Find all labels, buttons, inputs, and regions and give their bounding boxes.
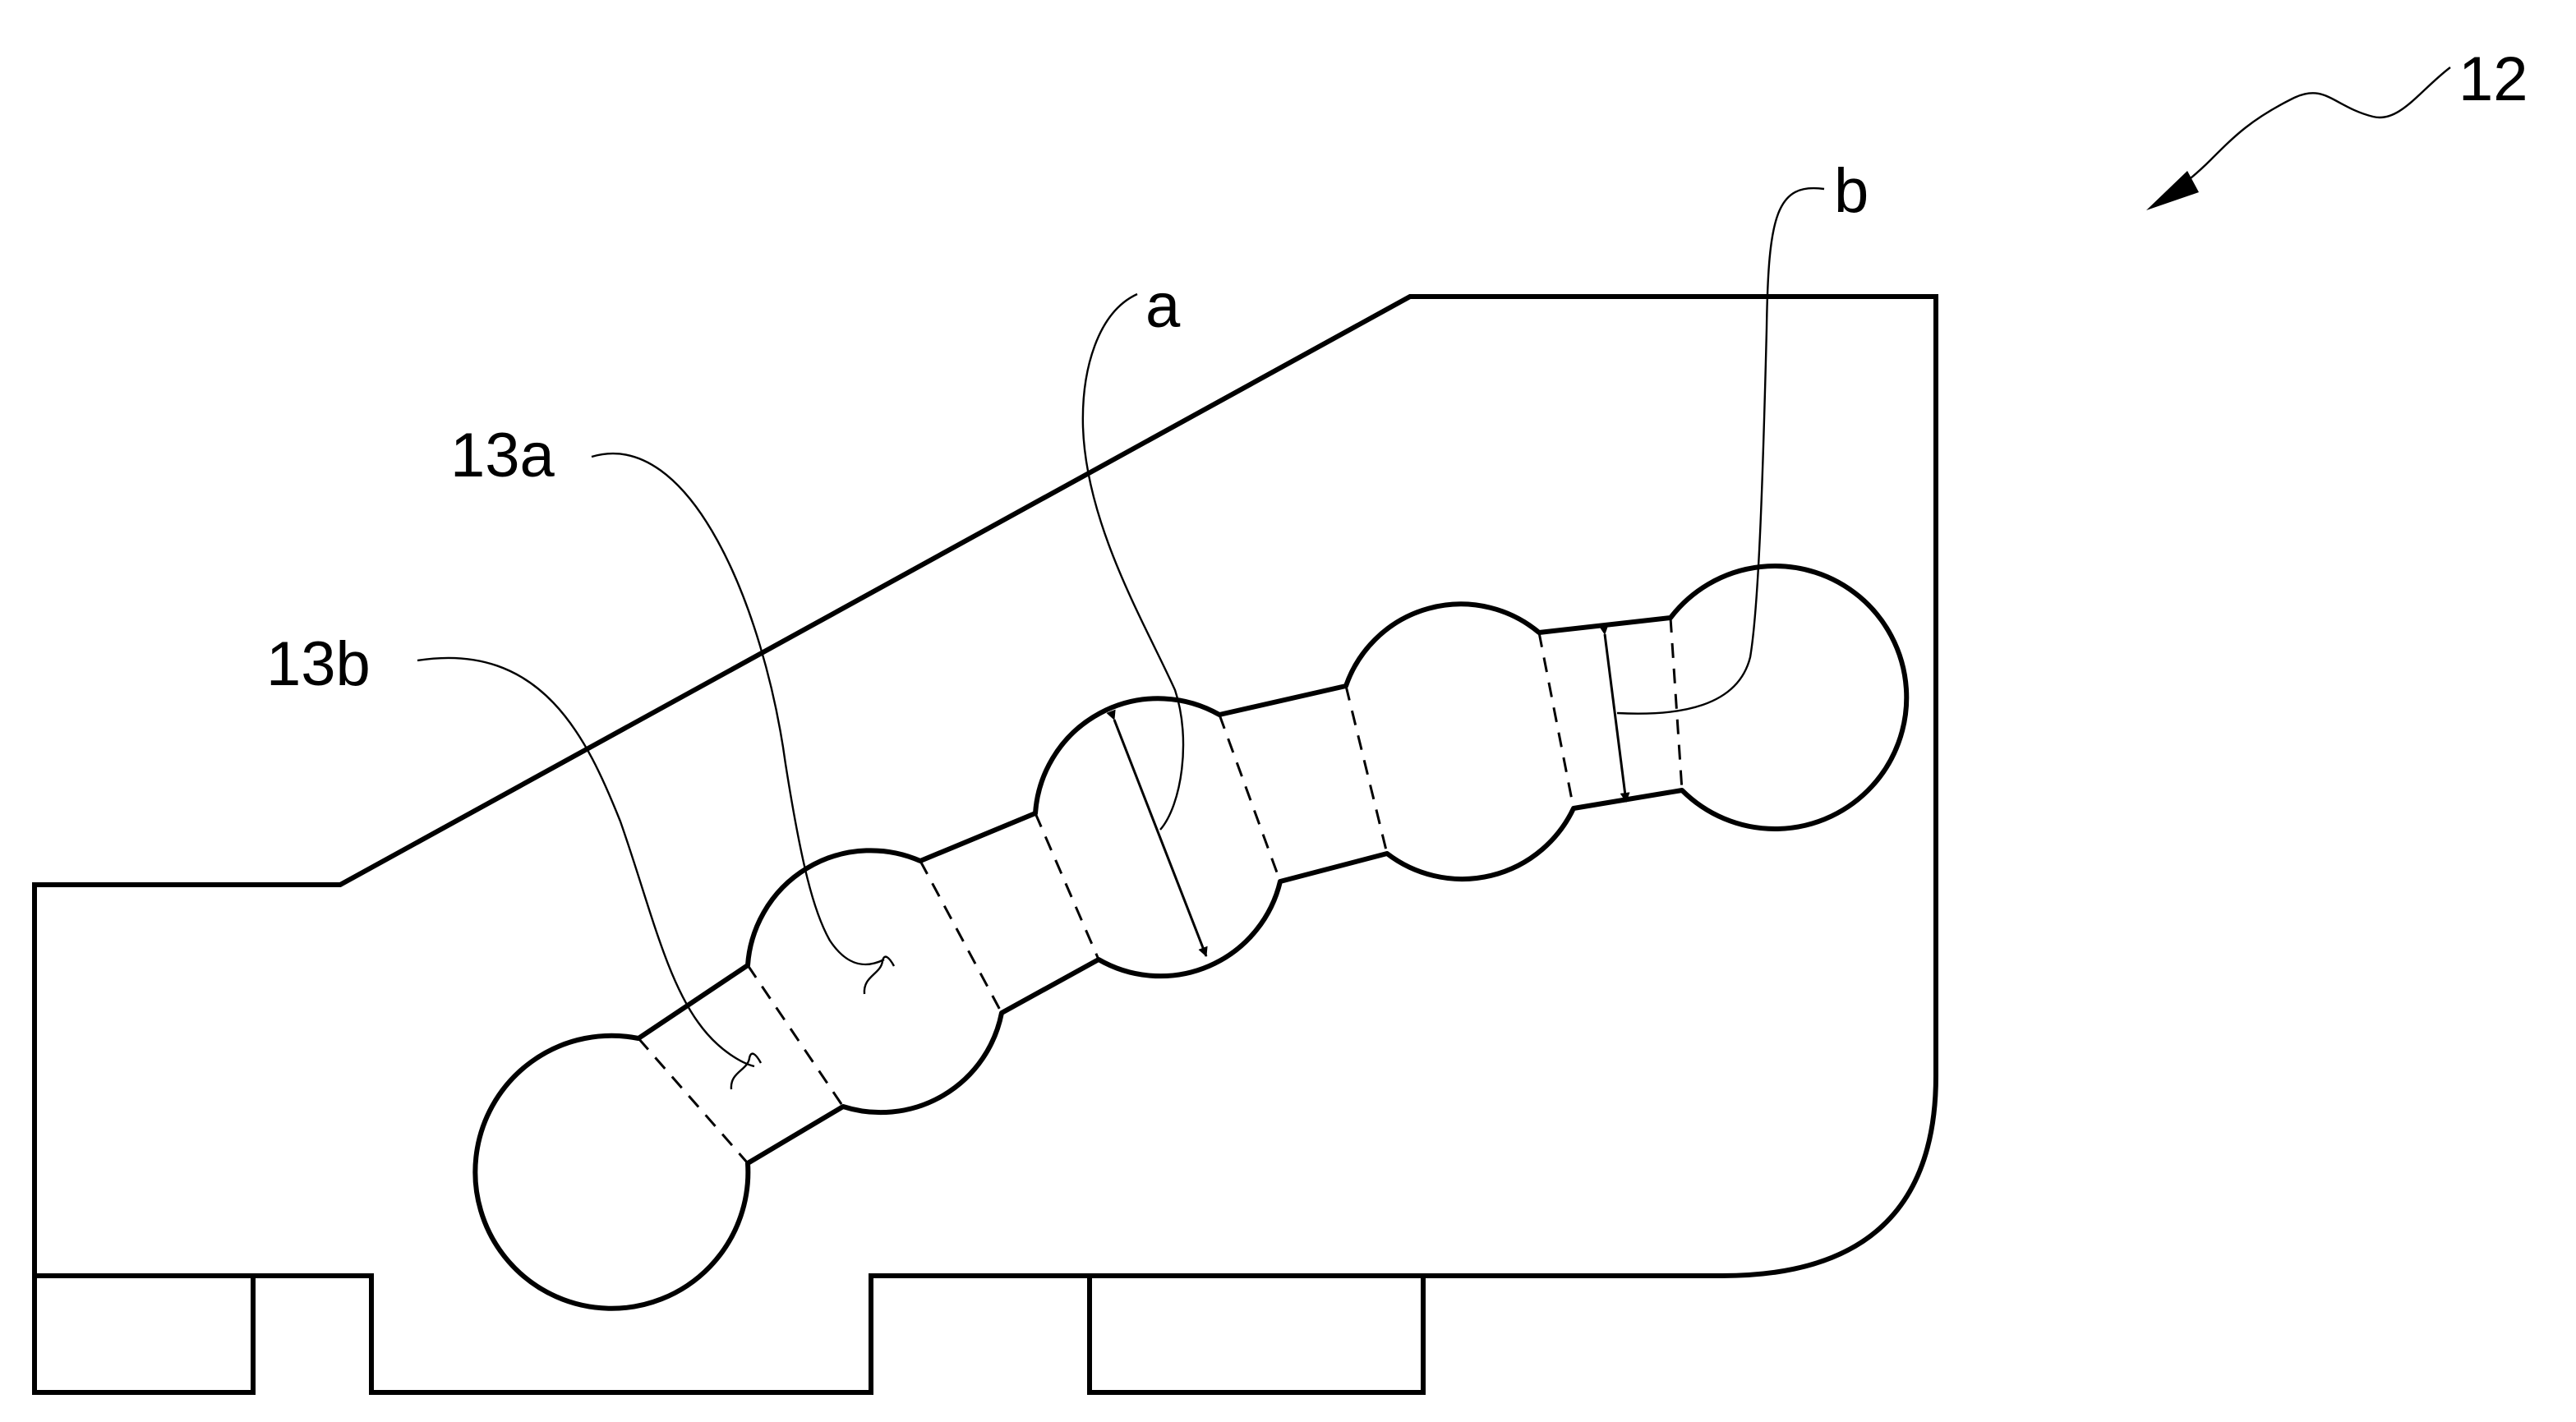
label-12: 12 [2458, 44, 2528, 114]
label-13a: 13a [450, 421, 555, 490]
bottom-block-left [35, 1276, 253, 1392]
reference-12-pointer [2161, 67, 2450, 201]
label-a: a [1145, 271, 1181, 341]
hole-chain [475, 566, 1906, 1309]
label-b: b [1834, 156, 1869, 226]
bottom-block-right [1090, 1276, 1423, 1392]
label-13b: 13b [266, 629, 371, 699]
